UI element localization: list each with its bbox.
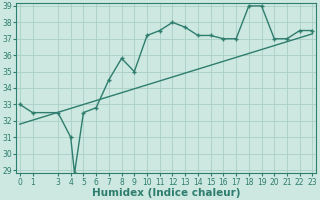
X-axis label: Humidex (Indice chaleur): Humidex (Indice chaleur)	[92, 188, 240, 198]
